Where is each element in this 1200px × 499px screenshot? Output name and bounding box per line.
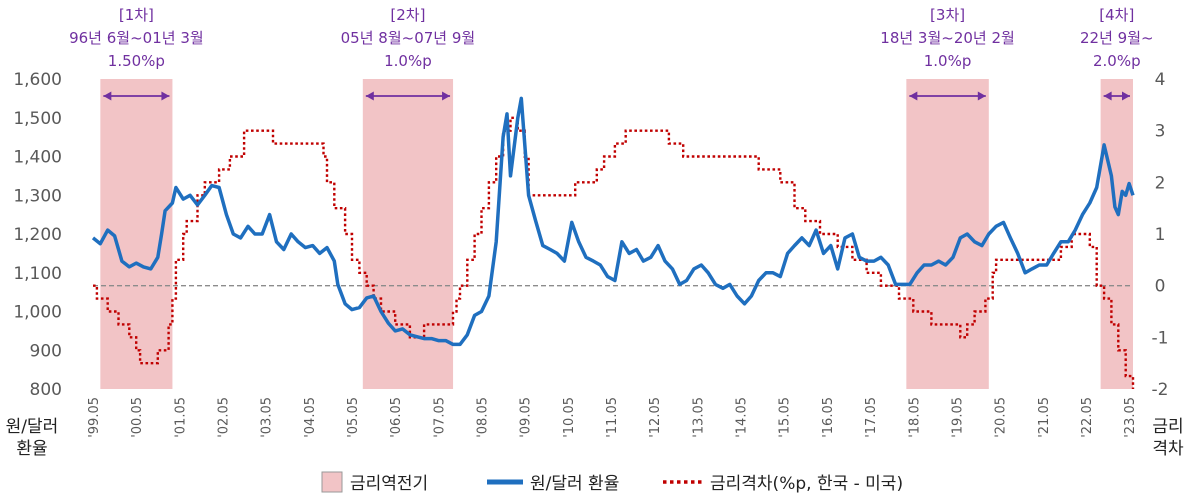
legend-rate-gap-label: 금리격차(%p, 한국 - 미국) — [710, 474, 903, 494]
left-tick-label: 1,100 — [13, 264, 62, 284]
x-tick-label: '15.05 — [778, 397, 793, 438]
inversion-arrowhead-right-2 — [442, 91, 451, 101]
legend-shade-swatch — [321, 471, 343, 493]
left-tick-label: 1,000 — [13, 303, 62, 323]
x-tick-label: '20.05 — [994, 397, 1009, 438]
x-tick-label: '23.05 — [1123, 397, 1138, 438]
rate-gap-series-line — [93, 116, 1135, 389]
inversion-label-1: [1차] — [119, 6, 154, 24]
right-tick-label: -2 — [1152, 380, 1169, 400]
inversion-arrowhead-right-3 — [977, 91, 986, 101]
right-tick-label: 2 — [1155, 173, 1166, 193]
inversion-arrowhead-left-3 — [909, 91, 918, 101]
x-axis-ticks: '99.05 '00.05 '01.05 '02.05 '03.05 '04.05 '05.… — [87, 397, 1138, 438]
inversion-gap-text-3: 1.0%p — [924, 52, 972, 70]
x-tick-label: '02.05 — [217, 397, 232, 438]
right-tick-label: -1 — [1152, 328, 1169, 348]
x-tick-label: '99.05 — [87, 397, 102, 438]
left-tick-label: 1,300 — [13, 186, 62, 206]
left-axis-title-line2: 환율 — [16, 439, 47, 459]
inversion-period-text-4: 22년 9월~ — [1080, 29, 1154, 47]
right-axis-title-line1: 금리 — [1152, 417, 1183, 437]
x-tick-label: '12.05 — [648, 397, 663, 438]
series-layer — [91, 96, 1135, 389]
x-tick-label: '04.05 — [303, 397, 318, 438]
x-tick-label: '00.05 — [130, 397, 145, 438]
x-tick-label: '18.05 — [907, 397, 922, 438]
right-tick-label: 3 — [1155, 122, 1166, 142]
inversion-arrowhead-right-4 — [1122, 91, 1130, 101]
inversion-gap-text-4: 2.0%p — [1093, 52, 1141, 70]
left-tick-label: 800 — [30, 380, 62, 400]
inversion-arrowhead-right-1 — [161, 91, 170, 101]
inversion-label-4: [4차] — [1099, 6, 1134, 24]
x-tick-label: '19.05 — [950, 397, 965, 438]
x-tick-label: '07.05 — [432, 397, 447, 438]
inversion-arrowhead-left-2 — [365, 91, 374, 101]
inversion-period-4 — [1100, 79, 1133, 389]
x-tick-label: '13.05 — [691, 397, 706, 438]
inversion-period-2 — [362, 79, 454, 389]
left-tick-label: 1,500 — [13, 109, 62, 129]
x-tick-label: '01.05 — [173, 397, 188, 438]
left-tick-label: 900 — [30, 341, 62, 361]
inversion-label-3: [3차] — [930, 6, 965, 24]
right-axis-ticks: -2 -1 0 1 2 3 4 — [1152, 70, 1169, 400]
x-tick-label: '17.05 — [864, 397, 879, 438]
inversion-period-text-1: 96년 6월~01년 3월 — [69, 29, 204, 47]
inversion-period-text-2: 05년 8월~07년 9월 — [341, 29, 476, 47]
right-tick-label: 4 — [1155, 70, 1166, 90]
right-tick-label: 0 — [1155, 277, 1166, 297]
x-tick-label: '11.05 — [605, 397, 620, 438]
inversion-gap-text-1: 1.50%p — [108, 52, 165, 70]
x-tick-label: '08.05 — [476, 397, 491, 438]
left-axis-title-line1: 원/달러 — [6, 417, 59, 437]
legend-exchange-rate-label: 원/달러 환율 — [530, 474, 619, 494]
inversion-gap-text-2: 1.0%p — [384, 52, 432, 70]
x-tick-label: '06.05 — [389, 397, 404, 438]
right-tick-label: 1 — [1155, 225, 1166, 245]
left-tick-label: 1,400 — [13, 148, 62, 168]
inversion-label-layer: [1차] 96년 6월~01년 3월 1.50%p [2차] 05년 8월~07년 9월… — [69, 6, 1154, 101]
right-axis-title-line2: 격차 — [1152, 439, 1184, 459]
x-tick-label: '09.05 — [519, 397, 534, 438]
exchange-rate-series-line — [91, 96, 1135, 347]
inversion-arrowhead-left-1 — [103, 91, 112, 101]
x-tick-label: '14.05 — [735, 397, 750, 438]
x-tick-label: '05.05 — [346, 397, 361, 438]
left-tick-label: 1,200 — [13, 225, 62, 245]
x-tick-label: '10.05 — [562, 397, 577, 438]
x-tick-label: '21.05 — [1037, 397, 1052, 438]
legend: 금리역전기 원/달러 환율 금리격차(%p, 한국 - 미국) — [321, 471, 903, 494]
inversion-label-2: [2차] — [390, 6, 425, 24]
x-tick-label: '16.05 — [821, 397, 836, 438]
inversion-period-3 — [906, 79, 989, 389]
inversion-shade-layer — [100, 79, 1133, 389]
x-tick-label: '22.05 — [1080, 397, 1095, 438]
left-axis-ticks: 800 900 1,000 1,100 1,200 1,300 1,400 1,500 1,60… — [13, 70, 62, 400]
inversion-period-text-3: 18년 3월~20년 2월 — [880, 29, 1015, 47]
legend-shade-label: 금리역전기 — [350, 474, 428, 494]
left-tick-label: 1,600 — [13, 70, 62, 90]
inversion-arrowhead-left-4 — [1103, 91, 1112, 101]
x-tick-label: '03.05 — [260, 397, 275, 438]
